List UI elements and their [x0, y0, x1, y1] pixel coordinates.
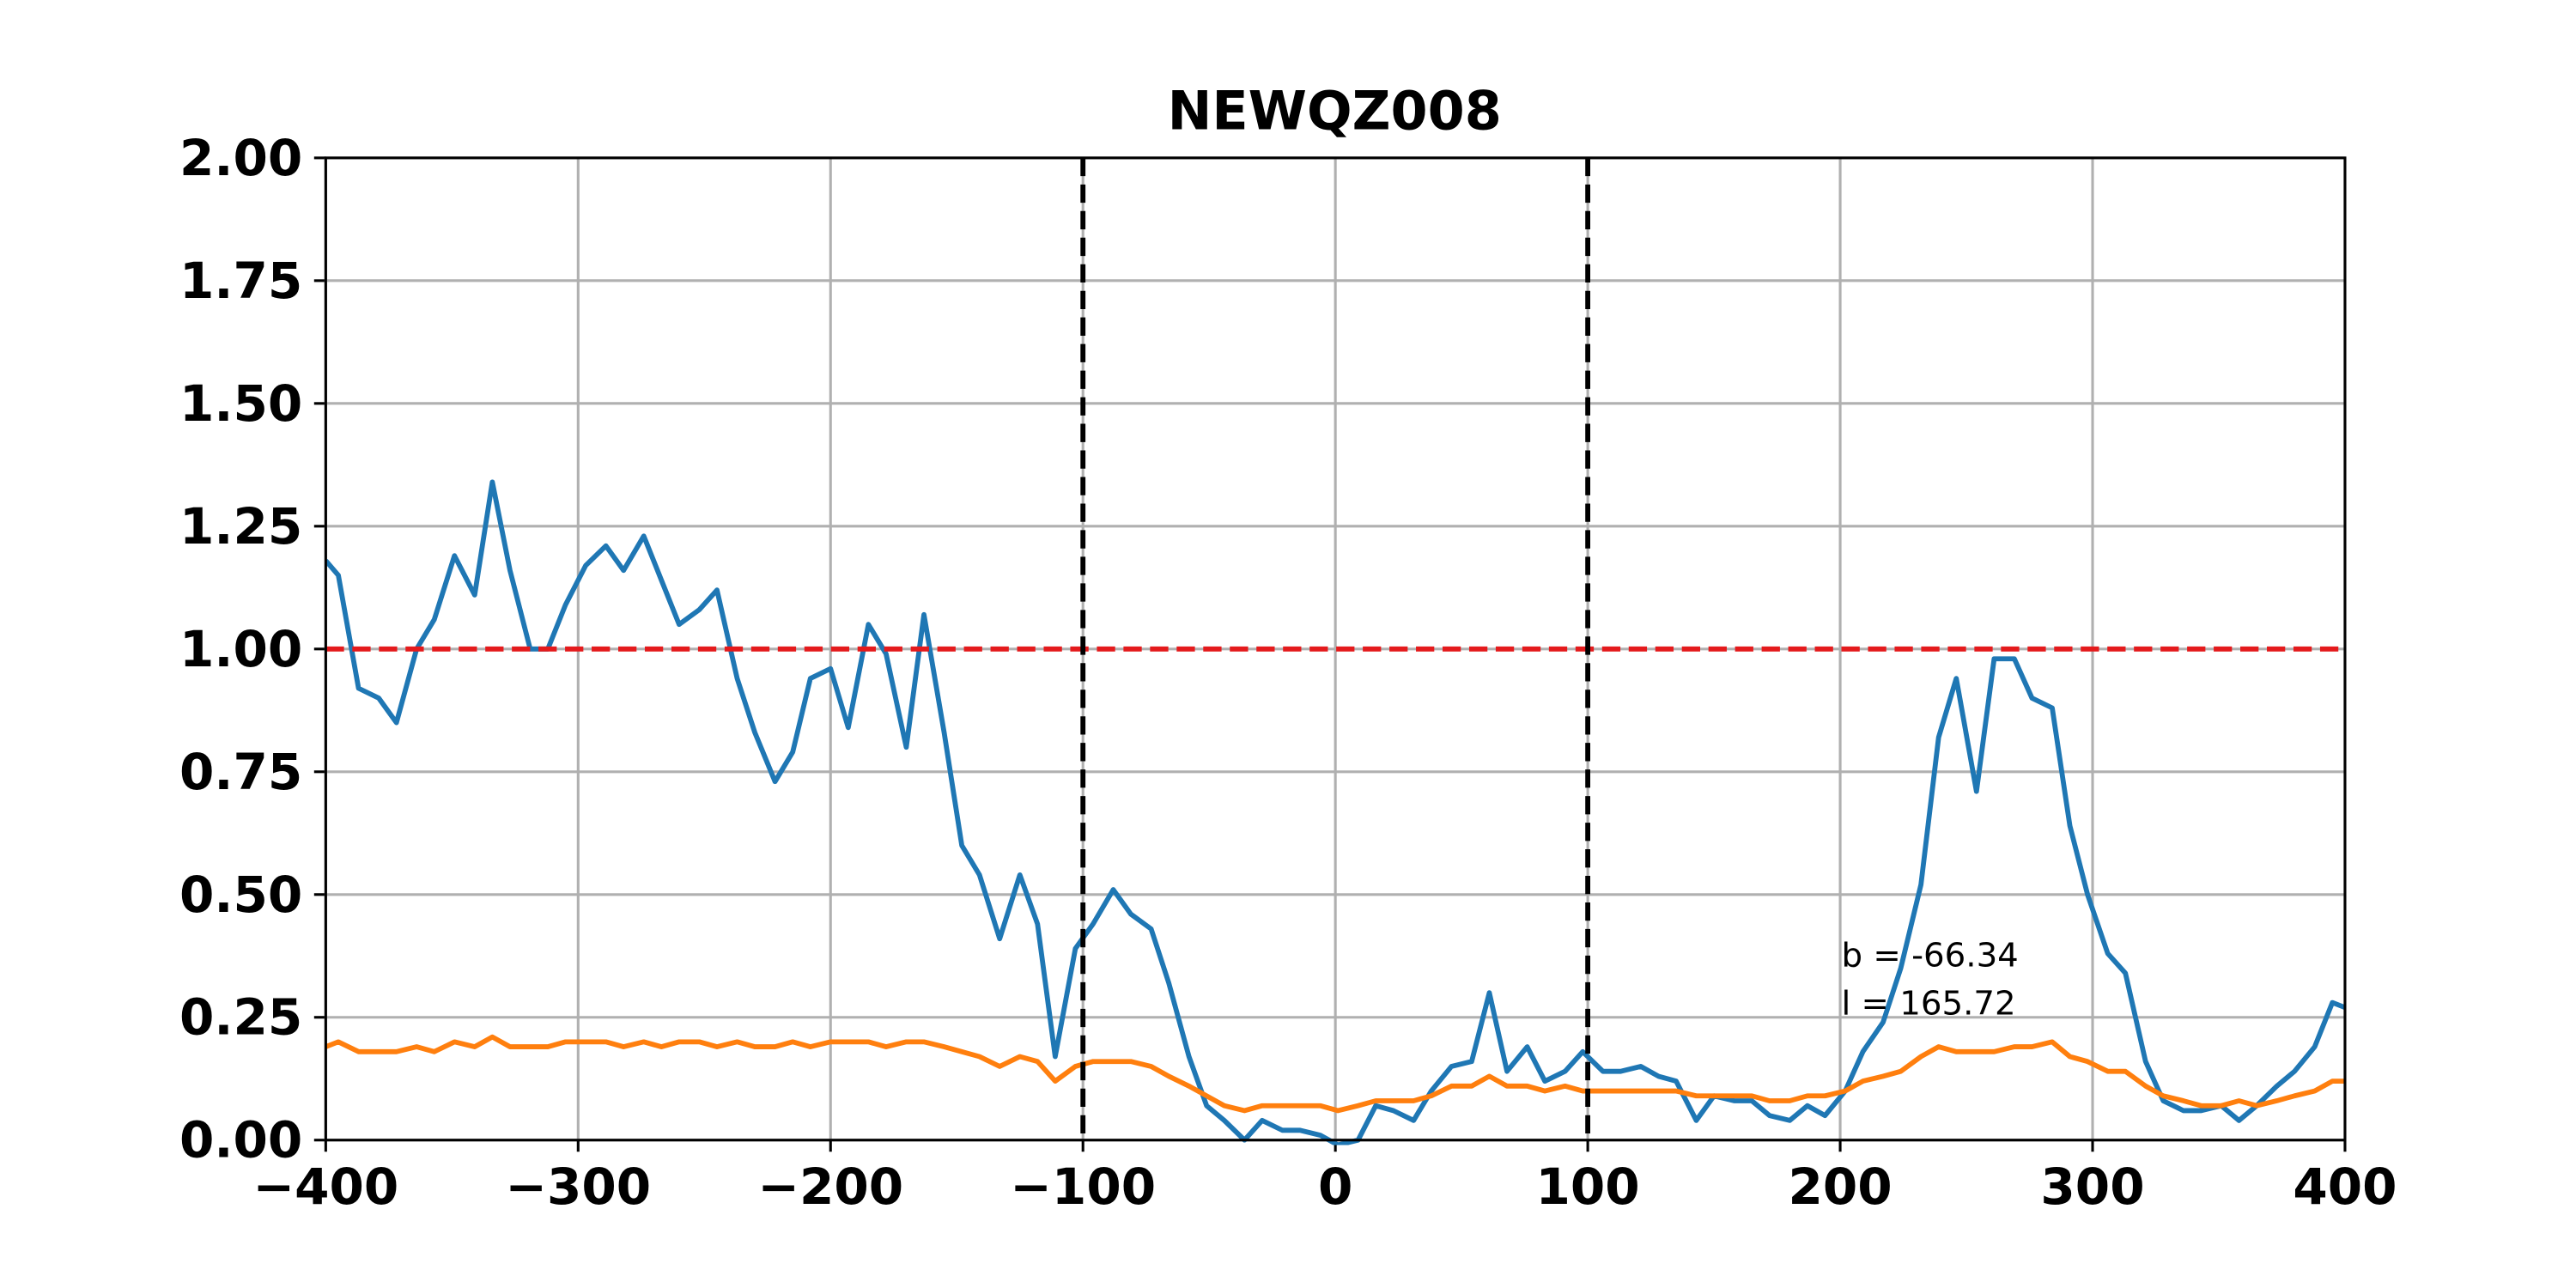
- x-tick-label: 400: [2293, 1157, 2397, 1216]
- x-tick-label: 100: [1536, 1157, 1640, 1216]
- x-tick-label: 0: [1318, 1157, 1352, 1216]
- data-line: [325, 1034, 2345, 1114]
- y-tick-label: 1.75: [179, 252, 302, 310]
- y-tick-label: 0.75: [179, 743, 302, 801]
- y-tick-label: 2.00: [179, 129, 302, 187]
- y-tick-label: 1.25: [179, 497, 302, 556]
- y-tick-label: 0.25: [179, 988, 302, 1047]
- plot-frame: [324, 156, 2347, 1142]
- annotation: b = -66.34: [1842, 936, 2019, 975]
- y-tick-label: 0.50: [179, 866, 302, 924]
- x-tick-label: −300: [505, 1157, 651, 1216]
- y-tick-label: 1.50: [179, 374, 302, 433]
- chart-title: NEWQZ008: [1168, 81, 1502, 143]
- data-line: [325, 479, 2345, 1145]
- y-tick-label: 0.00: [179, 1111, 302, 1170]
- x-tick-label: 300: [2040, 1157, 2144, 1216]
- x-tick-label: −400: [252, 1157, 398, 1216]
- x-tick-label: −100: [1010, 1157, 1156, 1216]
- x-tick-label: −200: [757, 1157, 903, 1216]
- y-tick-label: 1.00: [179, 620, 302, 678]
- x-tick-label: 200: [1788, 1157, 1892, 1216]
- annotation: l = 165.72: [1842, 984, 2016, 1023]
